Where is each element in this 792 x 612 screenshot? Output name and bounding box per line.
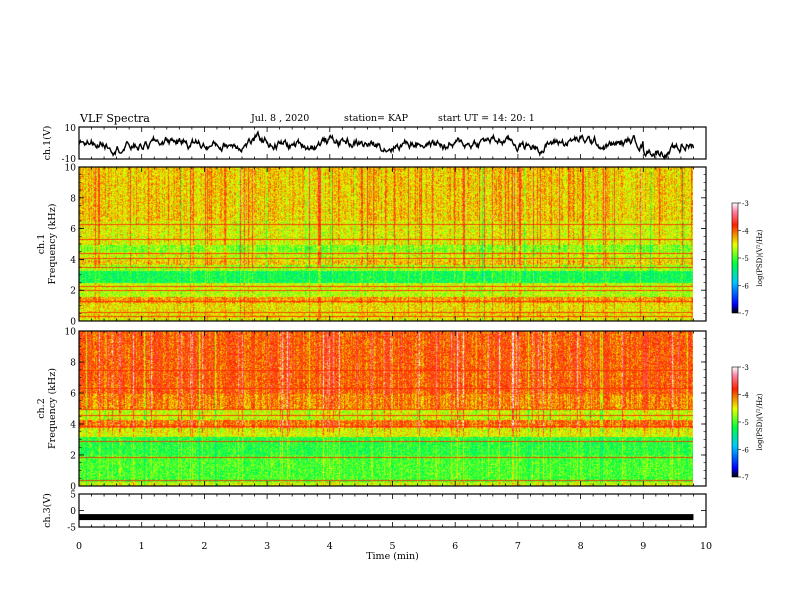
ch3-waveform-line xyxy=(79,514,694,521)
ch1-spectrogram-ytick-label: 10 xyxy=(65,164,77,174)
x-tick-label: 3 xyxy=(264,541,270,552)
ch2-spectrogram-ylabel: Frequency (kHz) xyxy=(47,368,58,449)
ch2-spectrogram-colorbar-tick-label: -3 xyxy=(742,364,749,372)
ch3-waveform-ytick-label: -5 xyxy=(67,524,76,534)
ch2-spectrogram-colorbar-tick-label: -4 xyxy=(742,392,749,400)
ch2-spectrogram-colorbar-tick-label: -7 xyxy=(742,474,749,482)
x-axis-label: Time (min) xyxy=(366,551,419,562)
header-date: Jul. 8 , 2020 xyxy=(251,113,310,124)
ch1-spectrogram-ytick-label: 6 xyxy=(70,225,76,235)
ch1-spectrogram-colorbar-tick-label: -6 xyxy=(742,283,749,291)
header-title: VLF Spectra xyxy=(80,112,150,125)
ch2-spectrogram-colorbar-tick-label: -6 xyxy=(742,447,749,455)
ch1-waveform-ytick-label: -10 xyxy=(62,155,77,165)
header-start-time: start UT = 14: 20: 1 xyxy=(438,113,535,124)
ch2-spectrogram-ylabel: ch.2 xyxy=(36,398,47,419)
x-tick-label: 6 xyxy=(452,541,458,552)
ch2-spectrogram-ytick-label: 0 xyxy=(70,483,76,493)
ch2-spectrogram-colorbar xyxy=(731,366,739,478)
ch1-waveform-ylabel: ch.1(V) xyxy=(42,126,53,161)
ch1-spectrogram-ytick-label: 2 xyxy=(70,287,76,297)
ch2-spectrogram-colorbar-label: log(PSD)(V²/Hz) xyxy=(756,393,764,450)
ch1-waveform-line xyxy=(78,130,695,161)
ch3-waveform-ytick-label: 5 xyxy=(70,491,76,501)
ch1-spectrogram-ytick-label: 4 xyxy=(70,256,76,266)
ch1-spectrogram-image xyxy=(79,167,693,321)
ch1-spectrogram-colorbar xyxy=(731,202,739,314)
x-tick-label: 10 xyxy=(700,541,712,552)
ch1-spectrogram-ytick-label: 0 xyxy=(70,318,76,328)
ch1-spectrogram-colorbar-tick-label: -5 xyxy=(742,255,749,263)
ch2-spectrogram-ytick-label: 6 xyxy=(70,390,76,400)
ch1-spectrogram-colorbar-tick-label: -4 xyxy=(742,228,749,236)
x-tick-label: 5 xyxy=(389,541,395,552)
ch2-spectrogram-ytick-label: 8 xyxy=(70,359,76,369)
ch1-spectrogram-colorbar-tick-label: -3 xyxy=(742,200,749,208)
ch3-waveform-ylabel: ch.3(V) xyxy=(42,493,53,528)
ch2-spectrogram-ytick-label: 2 xyxy=(70,452,76,462)
x-tick-label: 2 xyxy=(201,541,207,552)
ch2-spectrogram-colorbar-tick-label: -5 xyxy=(742,419,749,427)
ch1-spectrogram-ylabel: ch.1 xyxy=(36,234,47,255)
ch3-waveform-ytick-label: 0 xyxy=(70,507,76,517)
ch1-spectrogram-ylabel: Frequency (kHz) xyxy=(47,204,58,285)
ch1-waveform-ytick-label: 10 xyxy=(65,124,77,134)
ch1-spectrogram-colorbar-tick-label: -7 xyxy=(742,310,749,318)
x-tick-label: 1 xyxy=(139,541,145,552)
ch2-spectrogram-ytick-label: 4 xyxy=(70,421,76,431)
ch2-spectrogram-ytick-label: 10 xyxy=(65,328,77,338)
x-tick-label: 0 xyxy=(76,541,82,552)
x-tick-label: 4 xyxy=(327,541,333,552)
x-tick-label: 8 xyxy=(578,541,584,552)
header-station: station= KAP xyxy=(344,113,408,124)
x-tick-label: 7 xyxy=(515,541,521,552)
ch1-spectrogram-ytick-label: 8 xyxy=(70,194,76,204)
x-tick-label: 9 xyxy=(640,541,646,552)
ch1-spectrogram-colorbar-label: log(PSD)(V²/Hz) xyxy=(756,229,764,286)
ch2-spectrogram-image xyxy=(79,331,693,486)
